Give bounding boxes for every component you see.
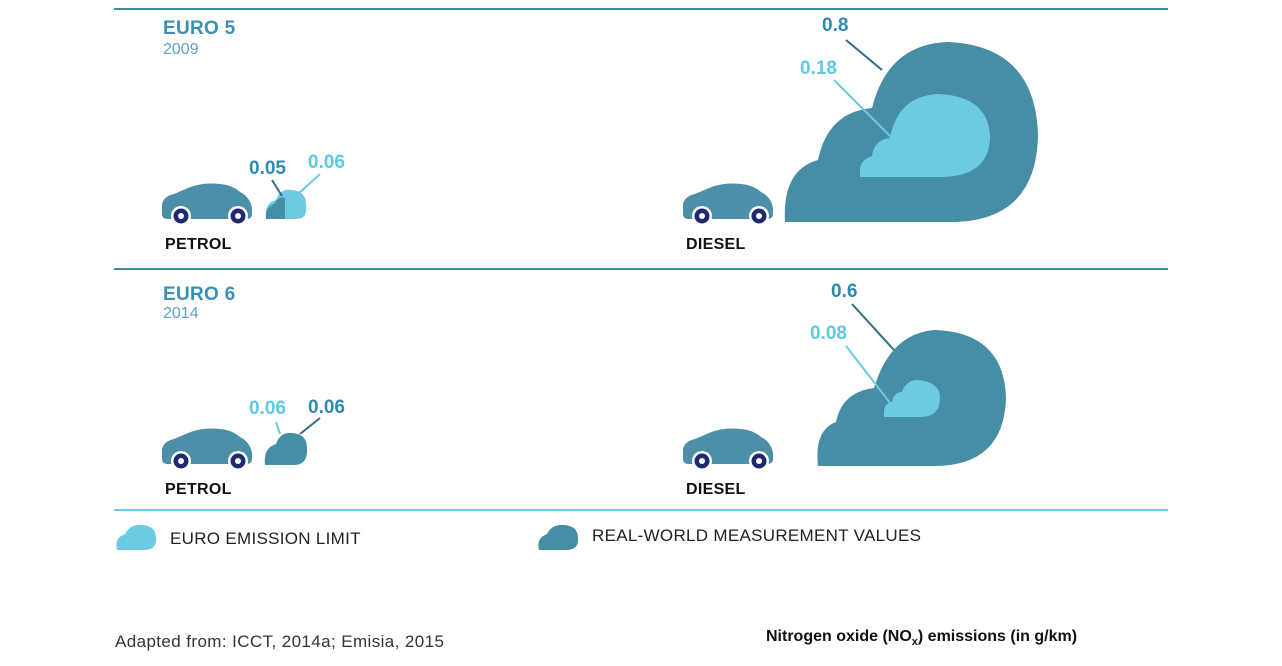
diesel-car-icon-euro6 [683, 428, 773, 471]
petrol-car-icon-euro5 [162, 183, 252, 226]
diesel-limit-value-euro6: 0.08 [810, 323, 847, 344]
legend-limit-label: EURO EMISSION LIMIT [170, 529, 361, 548]
petrol-cloud-icon-euro6 [264, 417, 321, 465]
middle-divider [114, 268, 1168, 270]
diesel-real-value-euro5: 0.8 [822, 15, 849, 36]
diesel-cloud-icon-euro5 [784, 39, 1038, 222]
petrol-label-euro6: PETROL [165, 481, 232, 498]
legend-real-label: REAL-WORLD MEASUREMENT VALUES [592, 526, 922, 545]
legend-real-cloud-icon [538, 524, 579, 550]
section-year-euro5: 2009 [163, 41, 199, 58]
diesel-car-icon-euro5 [683, 183, 773, 226]
units-note-suffix: ) emissions (in g/km) [917, 628, 1078, 645]
petrol-real-value-euro5: 0.05 [249, 158, 286, 179]
diesel-limit-value-euro5: 0.18 [800, 58, 837, 79]
legend-limit-cloud-icon [116, 524, 157, 550]
bottom-divider [114, 509, 1168, 511]
petrol-car-icon-euro6 [162, 428, 252, 471]
petrol-limit-value-euro5: 0.06 [308, 152, 345, 173]
petrol-label-euro5: PETROL [165, 236, 232, 253]
source-note: Adapted from: ICCT, 2014a; Emisia, 2015 [115, 632, 445, 651]
diesel-label-euro6: DIESEL [686, 481, 746, 498]
units-note-subscript: x [911, 636, 918, 649]
section-title-euro5: EURO 5 [163, 18, 236, 39]
petrol-real-value-euro6: 0.06 [308, 397, 345, 418]
diesel-cloud-icon-euro6 [817, 303, 1006, 466]
petrol-cloud-icon-euro5 [265, 173, 321, 219]
section-title-euro6: EURO 6 [163, 284, 236, 305]
units-note: Nitrogen oxide (NOx) emissions (in g/km) [766, 628, 1077, 648]
top-divider [114, 8, 1168, 10]
petrol-limit-value-euro6: 0.06 [249, 398, 286, 419]
units-note-prefix: Nitrogen oxide (NO [766, 628, 912, 645]
section-year-euro6: 2014 [163, 305, 199, 322]
diesel-label-euro5: DIESEL [686, 236, 746, 253]
diesel-real-value-euro6: 0.6 [831, 281, 858, 302]
